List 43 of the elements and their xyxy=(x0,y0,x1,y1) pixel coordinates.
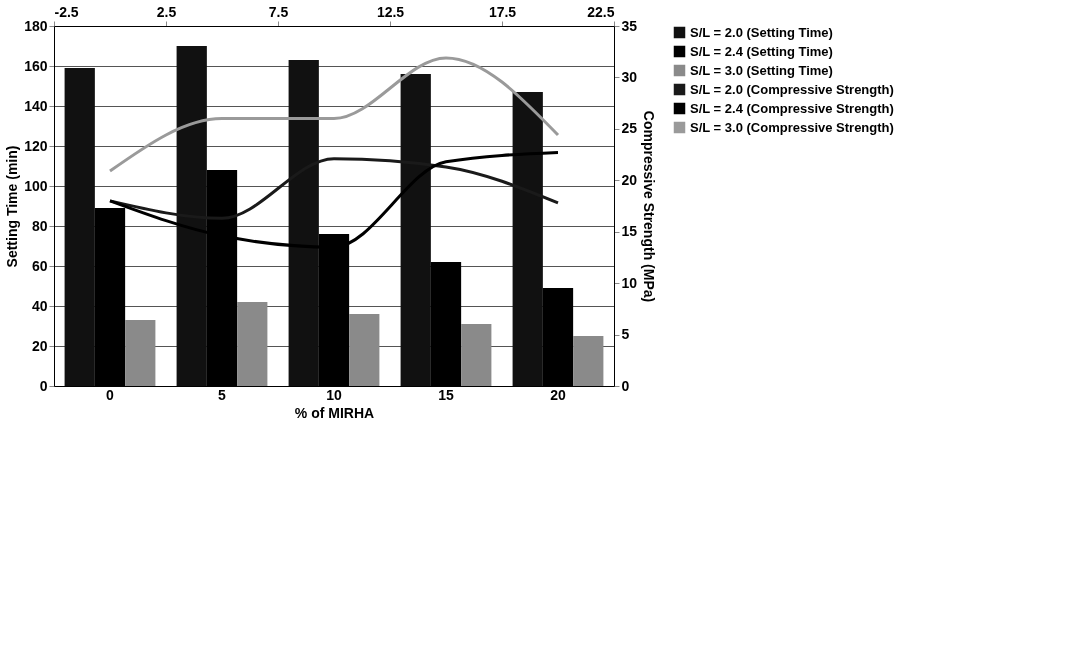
x2-tick-label: 12.5 xyxy=(376,3,405,20)
y2-tick-label: 15 xyxy=(621,223,638,240)
y2-tick-label: 20 xyxy=(621,171,638,188)
x-tick-label: 10 xyxy=(326,386,342,403)
legend-label: S/L = 2.0 (Setting Time) xyxy=(690,24,833,40)
y-tick-label: 120 xyxy=(24,137,48,154)
x-tick-label: 5 xyxy=(218,386,227,403)
legend-label: S/L = 2.4 (Compressive Strength) xyxy=(690,100,894,116)
y-tick-label: 60 xyxy=(31,257,48,274)
legend-label: S/L = 3.0 (Compressive Strength) xyxy=(690,119,894,135)
legend-label: S/L = 3.0 (Setting Time) xyxy=(690,62,833,78)
bar xyxy=(349,314,380,386)
y-tick-label: 180 xyxy=(24,17,48,34)
y2-tick-label: 35 xyxy=(621,17,638,34)
y-tick-label: 140 xyxy=(24,97,48,114)
y-tick-label: 20 xyxy=(31,337,48,354)
bar xyxy=(461,324,492,386)
x2-tick-label: 17.5 xyxy=(488,3,517,20)
bar xyxy=(64,68,95,386)
x-axis-title: % of MIRHA xyxy=(294,404,375,421)
legend-label: S/L = 2.0 (Compressive Strength) xyxy=(690,81,894,97)
y-axis-title: Setting Time (min) xyxy=(4,145,21,268)
y2-tick-label: 5 xyxy=(621,326,630,343)
legend-label: S/L = 2.4 (Setting Time) xyxy=(690,43,833,59)
y-tick-label: 100 xyxy=(24,177,48,194)
x2-tick-label: 7.5 xyxy=(268,3,289,20)
x-tick-label: 20 xyxy=(550,386,566,403)
x2-tick-label: 22.5 xyxy=(587,3,615,20)
y-tick-label: 40 xyxy=(31,297,48,314)
y2-tick-label: 30 xyxy=(621,68,638,85)
x2-tick-label: 2.5 xyxy=(156,3,177,20)
x-tick-label: 0 xyxy=(106,386,115,403)
y2-tick-label: 25 xyxy=(621,120,638,137)
line-series xyxy=(108,56,560,173)
bar xyxy=(237,302,268,386)
x-tick-label: 15 xyxy=(438,386,454,403)
y2-tick-label: 10 xyxy=(621,274,638,291)
y-tick-label: 160 xyxy=(24,57,48,74)
bar xyxy=(125,320,156,386)
bar xyxy=(573,336,604,386)
y2-axis-title: Compressive Strength (MPa) xyxy=(641,110,658,303)
y-tick-label: 80 xyxy=(31,217,48,234)
x2-tick-label: -2.5 xyxy=(54,3,79,20)
